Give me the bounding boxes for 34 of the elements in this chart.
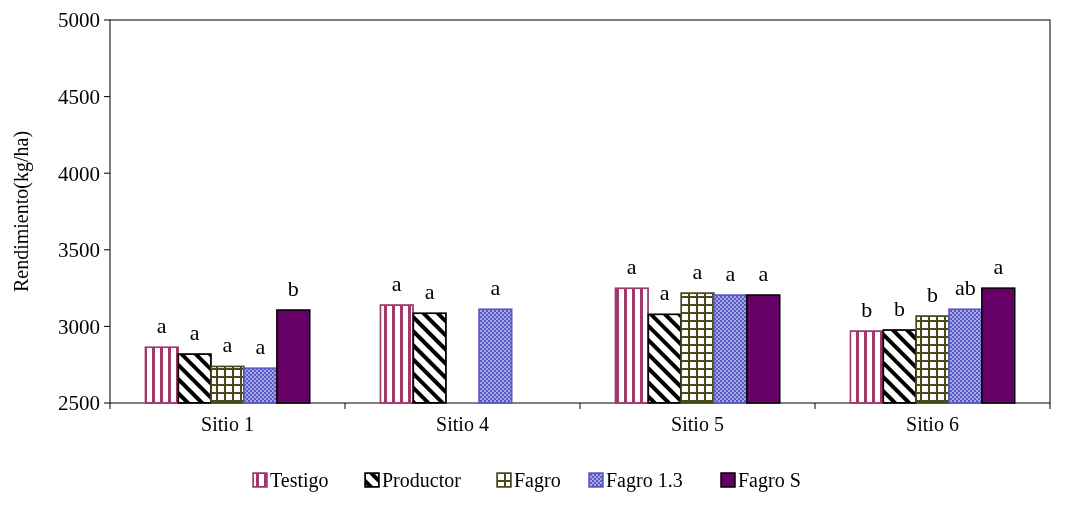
data-label: a	[490, 275, 501, 301]
data-label: a	[255, 334, 266, 360]
data-label: b	[861, 297, 873, 322]
data-label: ab	[955, 275, 976, 301]
data-label: b	[927, 281, 938, 307]
y-tick-label: 3500	[58, 238, 100, 263]
data-label: a	[626, 254, 637, 280]
legend-label: Fagro 1.3	[606, 469, 683, 492]
data-label: a	[725, 260, 736, 286]
data-label: b	[894, 295, 906, 321]
data-label: a	[424, 279, 435, 305]
x-tick-label: Sitio 4	[436, 413, 489, 435]
data-label: a	[758, 260, 769, 286]
legend-label: Fagro	[514, 469, 561, 492]
data-label: a	[189, 319, 200, 345]
data-label: a	[156, 313, 167, 339]
y-tick-label: 3000	[58, 314, 100, 339]
y-tick-label: 4500	[58, 84, 100, 109]
data-label: a	[391, 270, 402, 296]
y-axis-title: Rendimiento(kg/ha)	[10, 130, 33, 293]
y-tick-label: 5000	[58, 8, 100, 33]
x-tick-label: Sitio 1	[201, 413, 254, 435]
data-label: b	[287, 276, 299, 302]
x-tick-label: Sitio 6	[906, 413, 959, 435]
y-tick-label: 2500	[58, 391, 100, 416]
data-label: a	[993, 254, 1004, 280]
legend-label: Productor	[382, 469, 462, 491]
legend-label: Fagro S	[738, 469, 801, 492]
legend-label: Testigo	[270, 469, 329, 492]
x-tick-label: Sitio 5	[671, 413, 724, 435]
data-label: a	[692, 259, 703, 284]
y-tick-label: 4000	[58, 161, 100, 186]
data-label: a	[222, 332, 233, 358]
data-label: a	[659, 280, 670, 306]
